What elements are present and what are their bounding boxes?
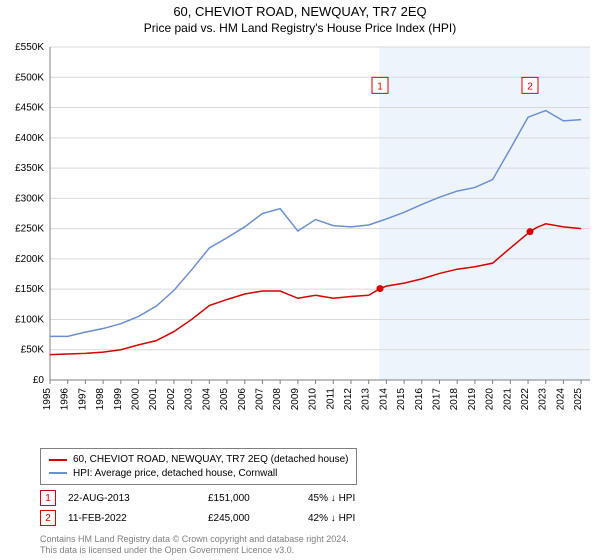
svg-text:£100K: £100K — [15, 314, 44, 325]
svg-text:1999: 1999 — [113, 388, 124, 411]
sale-row-1: 1 22-AUG-2013 £151,000 45% ↓ HPI — [40, 490, 408, 506]
svg-text:1996: 1996 — [60, 388, 71, 411]
sale-delta-1: 45% ↓ HPI — [308, 493, 408, 504]
sale-marker-2: 2 — [40, 510, 56, 526]
svg-text:2016: 2016 — [414, 388, 425, 411]
chart-area: £0 £50K £100K £150K £200K £250K £300K £350K £400… — [0, 42, 600, 442]
legend-row-hpi: HPI: Average price, detached house, Corn… — [49, 467, 348, 481]
svg-text:2002: 2002 — [166, 388, 177, 411]
svg-text:£200K: £200K — [15, 254, 44, 265]
legend-label-hpi: HPI: Average price, detached house, Corn… — [73, 467, 277, 481]
svg-text:1998: 1998 — [95, 388, 106, 411]
svg-text:2000: 2000 — [131, 388, 142, 411]
sale-row-2: 2 11-FEB-2022 £245,000 42% ↓ HPI — [40, 510, 408, 526]
svg-text:1997: 1997 — [77, 388, 88, 411]
svg-text:2023: 2023 — [538, 388, 549, 411]
legend: 60, CHEVIOT ROAD, NEWQUAY, TR7 2EQ (deta… — [40, 448, 357, 485]
sale-marker-1: 1 — [40, 490, 56, 506]
svg-text:2: 2 — [527, 81, 533, 92]
legend-row-price: 60, CHEVIOT ROAD, NEWQUAY, TR7 2EQ (deta… — [49, 453, 348, 467]
svg-text:2012: 2012 — [343, 388, 354, 411]
svg-text:2008: 2008 — [272, 388, 283, 411]
svg-text:2003: 2003 — [184, 388, 195, 411]
page-subtitle: Price paid vs. HM Land Registry's House … — [0, 19, 600, 35]
svg-text:£0: £0 — [33, 375, 45, 386]
sale-rows: 1 22-AUG-2013 £151,000 45% ↓ HPI 2 11-FE… — [40, 490, 408, 530]
sale-delta-2: 42% ↓ HPI — [308, 513, 408, 524]
svg-text:2006: 2006 — [237, 388, 248, 411]
svg-text:2004: 2004 — [201, 388, 212, 411]
svg-text:1: 1 — [377, 81, 383, 92]
svg-text:2007: 2007 — [254, 388, 265, 411]
svg-text:2025: 2025 — [573, 388, 584, 411]
svg-text:£300K: £300K — [15, 193, 44, 204]
svg-text:£150K: £150K — [15, 284, 44, 295]
footer-line-2: This data is licensed under the Open Gov… — [40, 545, 349, 556]
svg-text:£50K: £50K — [21, 345, 45, 356]
svg-text:2021: 2021 — [502, 388, 513, 411]
svg-text:£250K: £250K — [15, 224, 44, 235]
page-title: 60, CHEVIOT ROAD, NEWQUAY, TR7 2EQ — [0, 0, 600, 19]
sale-price-2: £245,000 — [208, 513, 308, 524]
chart-container: 60, CHEVIOT ROAD, NEWQUAY, TR7 2EQ Price… — [0, 0, 600, 560]
svg-text:2011: 2011 — [325, 388, 336, 410]
svg-text:£550K: £550K — [15, 42, 44, 53]
legend-swatch-hpi — [49, 472, 67, 474]
svg-text:2020: 2020 — [485, 388, 496, 411]
footer-line-1: Contains HM Land Registry data © Crown c… — [40, 534, 349, 545]
svg-text:£400K: £400K — [15, 133, 44, 144]
sale-date-2: 11-FEB-2022 — [68, 513, 208, 524]
svg-text:2022: 2022 — [520, 388, 531, 411]
svg-text:2001: 2001 — [148, 388, 159, 411]
svg-text:2014: 2014 — [378, 388, 389, 411]
svg-text:2005: 2005 — [219, 388, 230, 411]
footer: Contains HM Land Registry data © Crown c… — [40, 534, 349, 556]
price-hpi-chart: £0 £50K £100K £150K £200K £250K £300K £350K £400… — [0, 42, 600, 442]
sale-price-1: £151,000 — [208, 493, 308, 504]
svg-text:2015: 2015 — [396, 388, 407, 411]
svg-text:2024: 2024 — [555, 388, 566, 411]
svg-text:2010: 2010 — [308, 388, 319, 411]
svg-text:2018: 2018 — [449, 388, 460, 411]
legend-swatch-price — [49, 459, 67, 461]
svg-text:£500K: £500K — [15, 72, 44, 83]
svg-text:£450K: £450K — [15, 103, 44, 114]
svg-text:1995: 1995 — [42, 388, 53, 411]
svg-text:2017: 2017 — [432, 388, 443, 411]
svg-text:£350K: £350K — [15, 163, 44, 174]
sale-date-1: 22-AUG-2013 — [68, 493, 208, 504]
svg-text:2009: 2009 — [290, 388, 301, 411]
svg-text:2019: 2019 — [467, 388, 478, 411]
legend-label-price: 60, CHEVIOT ROAD, NEWQUAY, TR7 2EQ (deta… — [73, 453, 348, 467]
svg-text:2013: 2013 — [361, 388, 372, 411]
